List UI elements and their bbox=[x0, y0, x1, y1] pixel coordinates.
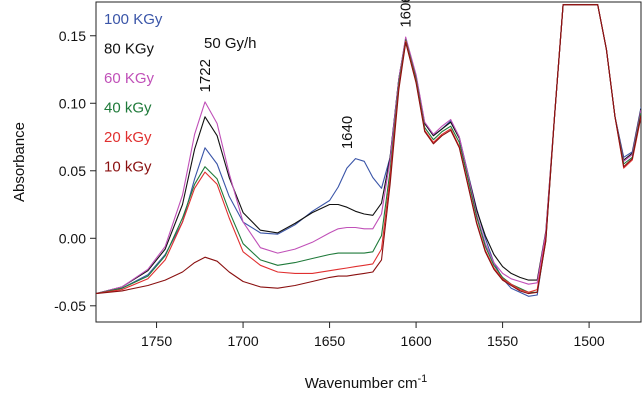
x-tick-label: 1600 bbox=[401, 333, 432, 349]
peak-label: 1606 bbox=[398, 0, 415, 28]
x-axis: 1750 1700 1650 1600 1550 1500 bbox=[141, 322, 605, 349]
peak-label: 1640 bbox=[339, 116, 356, 149]
y-tick-label: 0.10 bbox=[59, 95, 86, 111]
peak-labels: 1722 1640 1606 bbox=[197, 0, 415, 149]
peak-label: 1722 bbox=[197, 59, 214, 92]
legend-entry: 60 KGy bbox=[104, 70, 155, 87]
x-axis-title: Wavenumber cm-1 bbox=[305, 373, 428, 392]
x-tick-label: 1750 bbox=[141, 333, 172, 349]
series-line-10-kgy bbox=[96, 4, 641, 295]
x-tick-label: 1550 bbox=[487, 333, 518, 349]
x-axis-title-superscript: -1 bbox=[418, 373, 428, 385]
dose-rate-annotation: 50 Gy/h bbox=[204, 35, 257, 52]
y-tick-label: -0.05 bbox=[54, 298, 86, 314]
legend-entry: 40 kGy bbox=[104, 100, 152, 117]
x-tick-label: 1650 bbox=[314, 333, 345, 349]
y-tick-label: 0.05 bbox=[59, 163, 86, 179]
x-axis-title-main: Wavenumber cm bbox=[305, 375, 418, 392]
legend: 100 KGy 80 KGy 60 KGy 40 kGy 20 kGy 10 kGy bbox=[104, 11, 163, 176]
legend-entry: 10 kGy bbox=[104, 159, 152, 176]
y-axis-title: Absorbance bbox=[11, 122, 28, 202]
plot-frame bbox=[95, 1, 642, 323]
y-axis: -0.05 0.00 0.05 0.10 0.15 bbox=[54, 28, 96, 314]
legend-entry: 80 KGy bbox=[104, 41, 155, 58]
series-lines bbox=[96, 4, 641, 297]
x-tick-label: 1700 bbox=[227, 333, 258, 349]
y-tick-label: 0.15 bbox=[59, 28, 86, 44]
x-tick-label: 1500 bbox=[574, 333, 605, 349]
y-tick-label: 0.00 bbox=[59, 230, 86, 246]
legend-entry: 100 KGy bbox=[104, 11, 163, 28]
legend-entry: 20 kGy bbox=[104, 129, 152, 146]
